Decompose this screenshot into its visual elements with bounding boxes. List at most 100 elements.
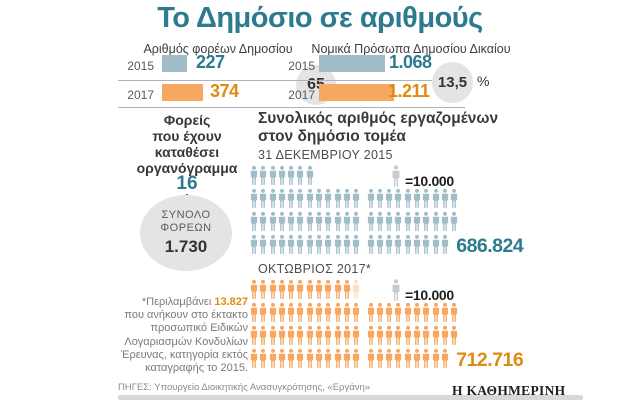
pictogram-total: 686.824	[456, 235, 524, 257]
person-icon	[269, 302, 276, 322]
person-icon	[390, 165, 402, 187]
person-icon	[288, 234, 295, 254]
legend-2017: =10.000	[390, 279, 454, 303]
person-icon	[260, 348, 267, 368]
chart2-year-2015: 2015	[288, 59, 315, 73]
chart2-bar-2015	[319, 55, 385, 72]
pictogram-group	[367, 348, 451, 369]
person-icon	[404, 302, 411, 322]
person-icon	[269, 188, 276, 208]
person-icon	[386, 325, 393, 345]
divider	[118, 107, 298, 108]
person-icon	[250, 348, 258, 368]
person-icon	[315, 234, 323, 254]
person-icon	[260, 165, 267, 185]
person-icon	[278, 279, 286, 299]
person-icon	[334, 188, 341, 208]
person-icon	[451, 302, 458, 322]
person-icon	[395, 348, 402, 368]
pictogram-group	[250, 188, 362, 209]
person-icon	[376, 302, 383, 322]
chart1-year-2017: 2017	[127, 88, 154, 102]
person-icon	[269, 211, 276, 231]
person-icon	[432, 188, 439, 208]
person-icon	[432, 234, 439, 254]
chart1-bar-2015	[162, 55, 187, 72]
person-icon	[306, 234, 313, 254]
chart1-title: Αριθμός φορέων Δημοσίου	[143, 42, 293, 56]
person-icon	[367, 211, 374, 231]
person-icon	[325, 348, 332, 368]
circle-label: ΣΥΝΟΛΟ	[161, 209, 211, 221]
person-icon	[315, 348, 323, 368]
person-icon	[343, 188, 351, 208]
person-icon	[376, 188, 383, 208]
pictogram-row	[250, 163, 523, 186]
pictogram-row	[250, 277, 523, 300]
person-icon	[353, 302, 360, 322]
person-icon	[441, 234, 449, 254]
person-icon	[334, 302, 341, 322]
person-icon	[413, 302, 421, 322]
pictogram-group	[250, 211, 362, 232]
pictogram-row	[250, 323, 523, 346]
person-icon	[269, 325, 276, 345]
bottom-divider	[118, 395, 583, 400]
person-icon	[353, 188, 360, 208]
person-icon	[395, 188, 402, 208]
person-icon	[404, 234, 411, 254]
person-icon	[325, 302, 332, 322]
person-icon	[367, 188, 374, 208]
person-icon	[288, 188, 295, 208]
person-icon	[451, 211, 458, 231]
person-icon	[404, 348, 411, 368]
person-icon	[278, 234, 286, 254]
chart2-change-badge: 13,5	[432, 62, 473, 103]
divider	[279, 80, 465, 81]
person-icon	[315, 302, 323, 322]
pictogram-total: 712.716	[456, 349, 524, 371]
person-icon	[278, 211, 286, 231]
chart2-value-2015: 1.068	[389, 52, 432, 72]
person-icon	[334, 234, 341, 254]
footnote-line: καταγραφής το 2015.	[145, 362, 248, 375]
person-icon	[441, 188, 449, 208]
person-icon	[306, 325, 313, 345]
person-icon	[353, 325, 360, 345]
person-icon	[423, 348, 430, 368]
chart1-bar-2017	[162, 84, 203, 101]
legend-label: =10.000	[405, 173, 454, 189]
person-icon	[250, 325, 258, 345]
person-icon	[395, 302, 402, 322]
footnote-line: που ανήκουν στο έκτακτο	[124, 309, 248, 322]
person-icon	[260, 325, 267, 345]
person-icon	[297, 325, 304, 345]
person-icon	[376, 325, 383, 345]
person-icon	[334, 348, 341, 368]
person-icon	[315, 325, 323, 345]
person-icon	[386, 302, 393, 322]
person-icon	[297, 348, 304, 368]
person-icon	[386, 348, 393, 368]
pictogram-group	[250, 348, 362, 369]
person-icon	[325, 234, 332, 254]
pictogram-group	[367, 325, 460, 346]
person-icon	[423, 234, 430, 254]
person-icon	[413, 234, 421, 254]
organogram-title: Φορείς που έχουν καταθέσει οργανόγραμμα	[136, 112, 238, 176]
person-icon	[306, 302, 313, 322]
person-icon	[343, 325, 351, 345]
person-icon	[288, 348, 295, 368]
person-icon	[278, 325, 286, 345]
person-icon	[334, 279, 341, 299]
person-icon	[269, 348, 276, 368]
person-icon	[386, 188, 393, 208]
person-icon	[278, 302, 286, 322]
person-icon	[353, 279, 360, 299]
person-icon	[306, 188, 313, 208]
person-icon	[288, 165, 295, 185]
person-icon	[376, 348, 383, 368]
pictogram-group	[367, 211, 460, 232]
person-icon	[250, 302, 258, 322]
person-icon	[250, 211, 258, 231]
